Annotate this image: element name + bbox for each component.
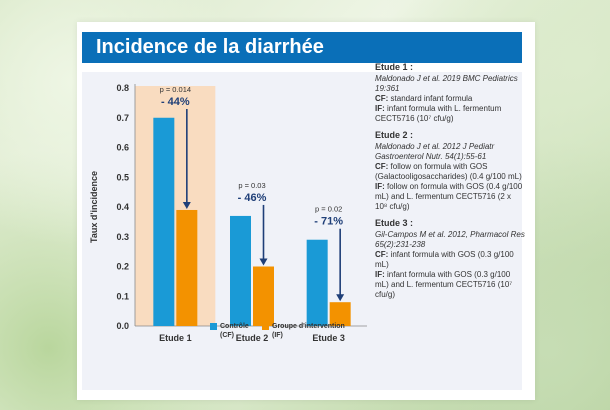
bar-control — [306, 239, 328, 326]
reference-heading: Etude 2 : — [375, 130, 414, 140]
bar-intervention — [176, 209, 198, 326]
bar-control — [230, 215, 251, 326]
reference-line: CF: standard infant formula — [375, 94, 525, 104]
y-tick-label: 0.2 — [116, 262, 129, 272]
references: Etude 1 : Maldonado J et al. 2019 BMC Pe… — [375, 62, 525, 306]
reference-line-text: infant formula with GOS (0.3 g/100 mL) — [375, 250, 514, 269]
legend-abbr-intervention: (IF) — [272, 332, 283, 339]
bar-intervention — [329, 302, 351, 326]
arrow-head — [259, 258, 268, 266]
p-value-label: p = 0.02 — [315, 205, 342, 214]
reference-line-label: IF: — [375, 104, 385, 113]
bar-control — [153, 117, 175, 326]
reference-line: CF: follow on formula with GOS (Galactoo… — [375, 162, 525, 182]
arrow-head — [336, 294, 345, 302]
legend-label-control: Contrôle — [220, 323, 249, 330]
reference-line: CF: infant formula with GOS (0.3 g/100 m… — [375, 250, 525, 270]
arrow-head — [182, 201, 191, 209]
reference-heading: Etude 3 : — [375, 218, 414, 228]
reference-line: IF: infant formula with L. fermentum CEC… — [375, 104, 525, 124]
change-label: - 71% — [314, 216, 343, 228]
reference-citation: Maldonado J et al. 2019 BMC Pediatrics 1… — [375, 74, 518, 93]
p-value-label: p = 0.014 — [160, 85, 192, 94]
highlight-band — [135, 86, 216, 326]
reference-study-1: Etude 1 : Maldonado J et al. 2019 BMC Pe… — [375, 62, 525, 124]
reference-line-label: CF: — [375, 162, 389, 171]
reference-line-label: IF: — [375, 182, 385, 191]
x-tick-label: Etude 3 — [312, 333, 345, 343]
y-tick-label: 0.8 — [116, 83, 129, 93]
reference-line-text: follow on formula with GOS (Galactooligo… — [375, 162, 522, 181]
reference-study-3: Etude 3 : Gil-Campos M et al. 2012, Phar… — [375, 218, 525, 300]
bar-intervention — [253, 266, 274, 326]
legend-swatch-intervention — [262, 323, 269, 330]
legend-abbr-control: (CF) — [220, 332, 234, 339]
y-tick-label: 0.5 — [116, 172, 129, 182]
legend-label-intervention: Groupe d'intervention — [272, 323, 345, 330]
y-axis-label: Taux d'incidence — [89, 171, 99, 243]
chart-card: Incidence de la diarrhée 0.0 0.1 0.2 0.3 0.4… — [77, 22, 535, 400]
reference-line-label: CF: — [375, 94, 389, 103]
title-bar: Incidence de la diarrhée — [82, 32, 522, 63]
change-label: - 44% — [161, 96, 190, 108]
y-tick-label: 0.6 — [116, 143, 129, 153]
y-tick-label: 0.0 — [116, 321, 129, 331]
reference-citation: Maldonado J et al. 2012 J Pediatr Gastro… — [375, 142, 495, 161]
reference-study-2: Etude 2 : Maldonado J et al. 2012 J Pedi… — [375, 130, 525, 212]
reference-line: IF: follow on formula with GOS (0.4 g/10… — [375, 182, 525, 212]
legend-swatch-control — [210, 323, 217, 330]
reference-heading: Etude 1 : — [375, 62, 414, 72]
reference-line-text: infant formula with L. fermentum CECT571… — [375, 104, 502, 123]
reference-line-label: CF: — [375, 250, 389, 259]
reference-line-text: follow on formula with GOS (0.4 g/100 mL… — [375, 182, 523, 211]
p-value-label: p = 0.03 — [238, 181, 265, 190]
x-tick-label: Etude 2 — [236, 333, 269, 343]
reference-line: IF: infant formula with GOS (0.3 g/100 m… — [375, 270, 525, 300]
reference-line-text: infant formula with GOS (0.3 g/100 mL) a… — [375, 270, 513, 299]
y-tick-label: 0.3 — [116, 232, 129, 242]
reference-line-label: IF: — [375, 270, 385, 279]
page-title: Incidence de la diarrhée — [96, 36, 324, 58]
reference-citation: Gil-Campos M et al. 2012, Pharmacol Res … — [375, 230, 525, 249]
y-tick-label: 0.4 — [116, 202, 129, 212]
y-tick-label: 0.7 — [116, 113, 129, 123]
x-tick-label: Etude 1 — [159, 333, 192, 343]
reference-line-text: standard infant formula — [388, 94, 473, 103]
y-tick-label: 0.1 — [116, 291, 129, 301]
change-label: - 46% — [238, 192, 267, 204]
bar-chart: 0.0 0.1 0.2 0.3 0.4 0.5 0.6 0.7 0.8 Taux d'incide… — [89, 83, 367, 343]
